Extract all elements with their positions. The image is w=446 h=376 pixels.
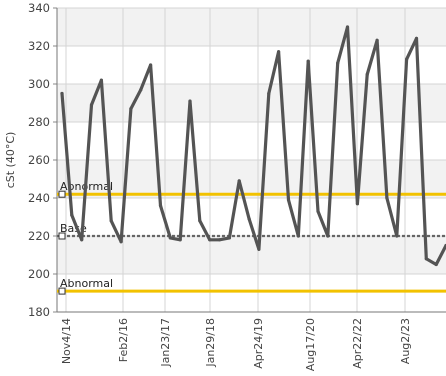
x-tick-label: Jan23/17 [159, 318, 172, 368]
data-point [395, 234, 399, 238]
data-point [99, 78, 103, 82]
data-point [424, 257, 428, 261]
data-point [80, 238, 84, 242]
x-tick-label: Nov4/14 [60, 318, 73, 364]
y-tick-label: 240 [28, 191, 50, 205]
abnormal-marker [58, 190, 66, 198]
data-point [139, 88, 143, 92]
x-tick-label: Aug17/20 [304, 318, 317, 371]
y-tick-label: 320 [28, 39, 50, 53]
x-tick-label: Feb2/16 [117, 318, 130, 362]
x-tick-label: Jan29/18 [204, 318, 217, 368]
data-point [326, 234, 330, 238]
data-point [237, 179, 241, 183]
y-tick-label: 280 [28, 115, 50, 129]
y-tick-label: 300 [28, 77, 50, 91]
x-tick-label: Aug2/23 [399, 318, 412, 364]
data-point [385, 196, 389, 200]
series-line [60, 25, 446, 267]
base-label: Base [60, 222, 87, 235]
data-point [345, 25, 350, 29]
data-point [257, 247, 261, 251]
data-point [158, 204, 163, 208]
data-point [247, 217, 251, 221]
base-marker [58, 232, 66, 240]
data-point [198, 219, 202, 223]
x-tick-label: Apr22/22 [351, 318, 364, 369]
y-tick-label: 180 [28, 305, 50, 319]
data-point [306, 59, 310, 63]
data-point [208, 238, 212, 242]
data-point [109, 219, 113, 223]
y-tick-label: 260 [28, 153, 50, 167]
data-point [434, 262, 438, 267]
y-tick-label: 220 [28, 229, 50, 243]
data-point [89, 103, 94, 107]
grid-band [57, 236, 446, 274]
data-point [168, 236, 172, 240]
data-point [227, 236, 231, 240]
data-point [365, 72, 369, 77]
grid-band [57, 8, 446, 46]
data-point [296, 234, 300, 238]
abnormal-marker [58, 287, 66, 295]
data-point [60, 91, 64, 96]
data-point [129, 107, 133, 111]
y-axis-label: cSt (40°C) [4, 132, 17, 189]
data-point [336, 61, 340, 65]
data-point [277, 50, 281, 54]
grid-band [57, 84, 446, 122]
data-point [405, 57, 409, 61]
data-point [267, 91, 271, 96]
data-point [119, 240, 123, 244]
data-point [286, 198, 291, 202]
data-point [375, 38, 379, 42]
data-point [188, 99, 192, 103]
data-point [217, 238, 222, 242]
data-point [355, 202, 359, 206]
y-tick-label: 200 [28, 267, 50, 281]
data-point [414, 36, 419, 41]
abnormal-label: Abnormal [60, 277, 113, 290]
data-point [149, 63, 153, 67]
data-point [178, 238, 182, 242]
grid-band [57, 160, 446, 198]
data-point [316, 209, 320, 213]
y-tick-label: 340 [28, 1, 50, 15]
x-tick-label: Apr24/19 [252, 318, 265, 369]
data-point [70, 213, 74, 217]
